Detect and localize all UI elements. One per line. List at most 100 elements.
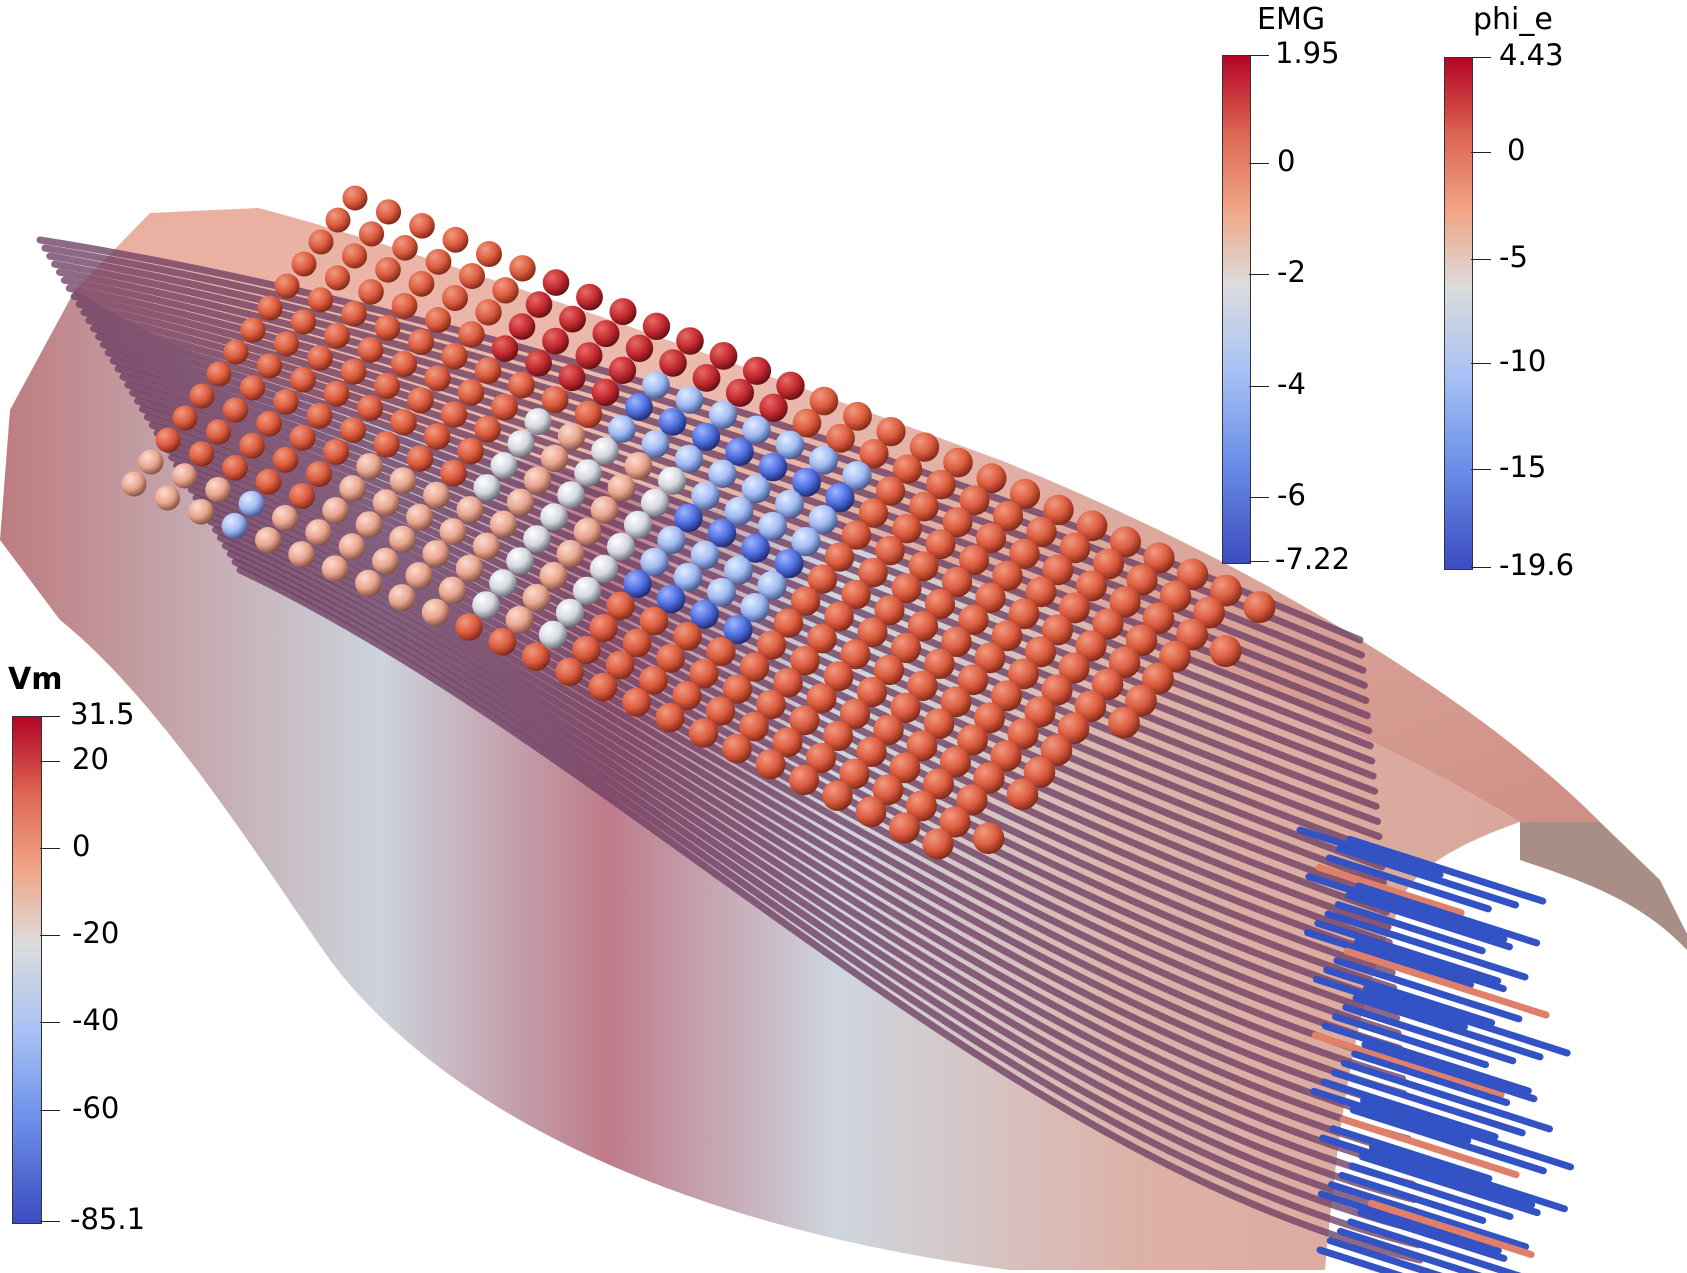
electrode-sphere <box>859 439 889 469</box>
electrode-sphere <box>1057 712 1090 745</box>
electrode-sphere <box>805 742 837 774</box>
electrode-sphere <box>625 334 654 362</box>
electrode-sphere <box>1059 532 1091 564</box>
electrode-sphere <box>440 401 468 428</box>
electrode-sphere <box>773 667 803 698</box>
fiber-end <box>1353 938 1507 993</box>
electrode-sphere <box>892 454 923 484</box>
electrode-sphere <box>773 608 804 638</box>
electrode-sphere <box>423 481 450 509</box>
electrode-sphere <box>121 471 147 497</box>
electrode-sphere <box>842 461 872 491</box>
electrode-sphere <box>521 642 551 671</box>
vm-min-label: -85.1 <box>70 1202 146 1236</box>
electrode-sphere <box>355 511 383 538</box>
electrode-sphere <box>305 519 332 546</box>
electrode-sphere <box>539 561 568 590</box>
electrode-sphere <box>374 373 400 399</box>
electrode-sphere <box>940 686 972 718</box>
electrode-sphere <box>272 446 299 473</box>
electrode-sphere <box>740 593 770 623</box>
electrode-sphere <box>722 674 753 704</box>
fiber-end <box>1319 1134 1536 1209</box>
electrode-sphere <box>739 711 769 742</box>
electrode-sphere <box>872 774 904 806</box>
electrode-sphere <box>1125 684 1157 717</box>
electrode-sphere <box>876 417 906 447</box>
electrode-sphere <box>642 312 671 340</box>
phi-e-tick-label: -10 <box>1499 344 1547 378</box>
electrode-sphere <box>472 591 500 619</box>
electrode-sphere <box>856 676 888 708</box>
electrode-sphere <box>442 285 468 311</box>
electrode-sphere <box>756 630 787 660</box>
electrode-sphere <box>772 727 803 758</box>
fiber-end <box>1343 947 1550 1019</box>
fiber-end <box>1362 985 1571 1057</box>
electrode-sphere <box>1059 592 1090 624</box>
electrode-sphere <box>391 351 417 377</box>
electrode-sphere <box>573 517 602 546</box>
electrode-sphere <box>341 301 367 327</box>
electrode-sphere <box>1075 630 1107 662</box>
electrode-sphere <box>374 314 401 341</box>
electrode-sphere <box>742 415 771 444</box>
electrode-sphere <box>658 408 687 436</box>
electrode-sphere <box>839 698 871 730</box>
electrode-sphere <box>873 654 905 686</box>
emg-tick-label: 0 <box>1277 144 1296 178</box>
electrode-sphere <box>438 576 467 604</box>
electrode-sphere <box>722 733 752 764</box>
electrode-sphere <box>322 497 349 524</box>
electrode-sphere <box>907 610 939 642</box>
electrode-sphere <box>273 331 300 357</box>
electrode-sphere <box>222 455 248 481</box>
vm-tick-label: -60 <box>72 1091 120 1125</box>
fiber-end <box>1316 1246 1404 1273</box>
electrode-sphere <box>425 248 452 275</box>
electrode-sphere <box>492 277 519 304</box>
fiber-end <box>1358 1153 1541 1217</box>
fiber-end <box>1328 1181 1530 1251</box>
electrode-sphere <box>323 380 350 407</box>
electrode-sphere <box>522 583 551 612</box>
electrode-sphere <box>625 393 653 421</box>
electrode-sphere <box>826 423 855 453</box>
electrode-sphere <box>171 463 198 489</box>
electrode-sphere <box>358 221 385 247</box>
electrode-sphere <box>957 664 989 696</box>
electrode-sphere <box>840 639 871 670</box>
electrode-sphere <box>338 533 366 560</box>
electrode-sphere <box>926 469 956 500</box>
electrode-sphere <box>373 431 400 458</box>
electrode-sphere <box>508 371 535 399</box>
electrode-sphere <box>757 571 787 601</box>
fiber-line <box>216 534 1418 1204</box>
fiber-end <box>1304 929 1475 989</box>
fiber-line <box>212 526 1417 1188</box>
electrode-sphere <box>725 378 755 407</box>
electrode-sphere <box>991 620 1023 652</box>
electrode-sphere <box>691 481 720 510</box>
electrode-sphere <box>892 513 922 544</box>
electrode-sphere <box>791 527 821 557</box>
vm-tick-label: 0 <box>72 829 91 863</box>
electrode-sphere <box>656 584 686 614</box>
electrode-sphere <box>943 447 973 478</box>
electrode-sphere <box>990 740 1022 772</box>
electrode-sphere <box>556 539 585 568</box>
fiber-line <box>129 389 1392 931</box>
electrode-sphere <box>1042 554 1074 586</box>
electrode-sphere <box>941 626 972 657</box>
fiber-end <box>1311 1031 1505 1099</box>
electrode-sphere <box>674 503 703 533</box>
electrode-sphere <box>321 555 349 582</box>
fiber-end <box>1325 854 1492 913</box>
electrode-sphere <box>639 606 669 636</box>
electrode-sphere <box>858 498 889 528</box>
electrode-sphere <box>308 229 334 255</box>
electrode-sphere <box>424 365 451 392</box>
electrode-sphere <box>456 496 484 524</box>
fiber-line <box>207 518 1415 1173</box>
electrode-sphere <box>541 386 569 414</box>
